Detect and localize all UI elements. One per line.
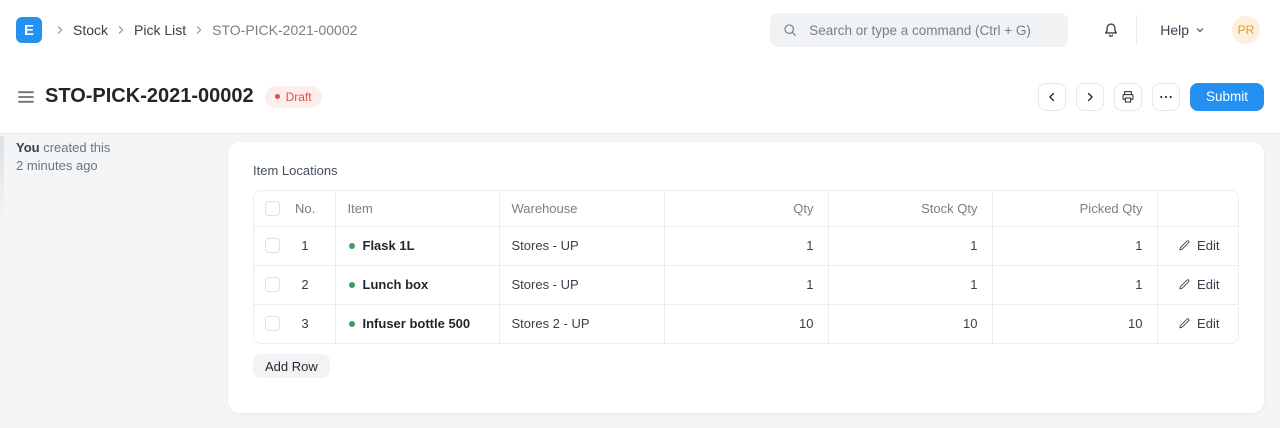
item-status-dot-icon — [348, 281, 355, 288]
item-locations-grid: No. Item Warehouse Qty Stock Qty Picked … — [253, 190, 1239, 344]
column-header-item: Item — [334, 191, 499, 227]
item-locations-table: No. Item Warehouse Qty Stock Qty Picked … — [254, 191, 1238, 343]
navbar: E Stock Pick List STO-PICK-2021-00002 He… — [0, 0, 1280, 60]
item-name-link[interactable]: Lunch box — [362, 277, 429, 292]
picked-qty-cell[interactable]: 1 — [991, 226, 1157, 266]
creation-author: You — [16, 140, 40, 155]
hamburger-icon — [16, 87, 36, 107]
warehouse-cell[interactable]: Stores 2 - UP — [498, 304, 664, 343]
table-header-row: No. Item Warehouse Qty Stock Qty Picked … — [254, 191, 1238, 227]
ellipsis-icon — [1158, 89, 1174, 105]
bell-icon — [1101, 20, 1121, 40]
status-badge: Draft — [264, 85, 322, 108]
search-icon — [782, 22, 798, 38]
edit-row-button[interactable]: Edit — [1178, 277, 1219, 292]
table-row: 1 Flask 1L Stores - UP 1 1 1 Edit — [254, 226, 1238, 266]
next-document-button[interactable] — [1075, 82, 1104, 111]
edit-label: Edit — [1197, 316, 1220, 332]
submit-button[interactable]: Submit — [1189, 82, 1264, 111]
user-avatar[interactable]: PR — [1232, 16, 1260, 44]
picked-qty-cell[interactable]: 10 — [991, 304, 1157, 343]
row-number: 3 — [301, 316, 309, 332]
breadcrumb: Stock Pick List STO-PICK-2021-00002 — [50, 22, 360, 38]
edit-label: Edit — [1197, 277, 1220, 292]
creation-action: created this — [43, 140, 111, 155]
row-number: 1 — [301, 238, 309, 253]
stock-qty-cell[interactable]: 10 — [827, 304, 992, 343]
search-input[interactable] — [807, 21, 1057, 39]
status-dot-icon — [274, 94, 280, 99]
table-row: 3 Infuser bottle 500 Stores 2 - UP 10 10… — [254, 304, 1238, 343]
column-header-no: No. — [295, 200, 316, 216]
picked-qty-cell[interactable]: 1 — [991, 265, 1157, 305]
scrollbar[interactable] — [0, 136, 4, 226]
item-status-dot-icon — [348, 320, 355, 327]
header-actions: Submit — [1037, 82, 1264, 111]
warehouse-cell[interactable]: Stores - UP — [498, 226, 664, 266]
select-all-checkbox[interactable] — [265, 200, 280, 216]
item-status-dot-icon — [348, 242, 355, 249]
row-checkbox[interactable] — [265, 277, 280, 292]
edit-row-button[interactable]: Edit — [1178, 316, 1219, 331]
column-header-picked-qty: Picked Qty — [991, 191, 1157, 227]
column-header-stock-qty: Stock Qty — [827, 191, 992, 227]
chevron-right-icon — [1083, 90, 1097, 104]
pencil-icon — [1178, 278, 1191, 291]
qty-cell[interactable]: 1 — [663, 226, 828, 266]
breadcrumb-item-current: STO-PICK-2021-00002 — [212, 22, 358, 38]
add-row-button[interactable]: Add Row — [253, 354, 330, 378]
chevron-right-icon — [113, 22, 129, 38]
item-name-link[interactable]: Flask 1L — [362, 238, 415, 253]
item-table-rows: 1 Flask 1L Stores - UP 1 1 1 Edit — [254, 226, 1238, 343]
column-header-actions — [1156, 191, 1238, 227]
sidebar-toggle-button[interactable] — [16, 87, 36, 107]
qty-cell[interactable]: 1 — [663, 265, 828, 305]
notifications-button[interactable] — [1101, 20, 1121, 40]
document-body: You created this 2 minutes ago Item Loca… — [0, 133, 1280, 428]
navbar-divider — [1136, 15, 1138, 45]
chevron-down-icon — [1194, 24, 1206, 36]
printer-icon — [1120, 89, 1136, 105]
item-name-link[interactable]: Infuser bottle 500 — [362, 316, 471, 332]
table-row: 2 Lunch box Stores - UP 1 1 1 Edit — [254, 265, 1238, 305]
column-header-qty: Qty — [663, 191, 828, 227]
stock-qty-cell[interactable]: 1 — [827, 226, 992, 266]
print-button[interactable] — [1113, 82, 1142, 111]
edit-label: Edit — [1197, 238, 1220, 253]
page-header: STO-PICK-2021-00002 Draft Submit — [0, 60, 1280, 133]
row-number: 2 — [301, 277, 309, 292]
previous-document-button[interactable] — [1037, 82, 1066, 111]
creation-note: You created this 2 minutes ago — [16, 139, 110, 175]
breadcrumb-item-pick-list[interactable]: Pick List — [134, 22, 187, 38]
qty-cell[interactable]: 10 — [663, 304, 828, 343]
form-section-card: Item Locations No. Item — [228, 142, 1264, 413]
app-logo-letter: E — [23, 21, 34, 39]
creation-time: 2 minutes ago — [16, 158, 98, 173]
row-checkbox[interactable] — [265, 316, 280, 332]
breadcrumb-item-stock[interactable]: Stock — [73, 22, 109, 38]
chevron-left-icon — [1045, 90, 1059, 104]
edit-row-button[interactable]: Edit — [1178, 238, 1219, 253]
column-header-warehouse: Warehouse — [498, 191, 664, 227]
help-menu-button[interactable]: Help — [1154, 21, 1212, 39]
stock-qty-cell[interactable]: 1 — [827, 265, 992, 305]
pencil-icon — [1178, 239, 1191, 252]
chevron-right-icon — [52, 22, 68, 38]
search-bar[interactable] — [770, 13, 1069, 47]
app-logo[interactable]: E — [16, 17, 42, 43]
menu-button[interactable] — [1151, 82, 1180, 111]
warehouse-cell[interactable]: Stores - UP — [498, 265, 664, 305]
help-label: Help — [1160, 22, 1189, 38]
row-checkbox[interactable] — [265, 238, 280, 253]
chevron-right-icon — [191, 22, 207, 38]
status-label: Draft — [285, 89, 312, 104]
avatar-initials: PR — [1237, 23, 1255, 37]
section-title: Item Locations — [253, 163, 338, 178]
pencil-icon — [1178, 317, 1191, 330]
page-title: STO-PICK-2021-00002 — [45, 85, 254, 107]
